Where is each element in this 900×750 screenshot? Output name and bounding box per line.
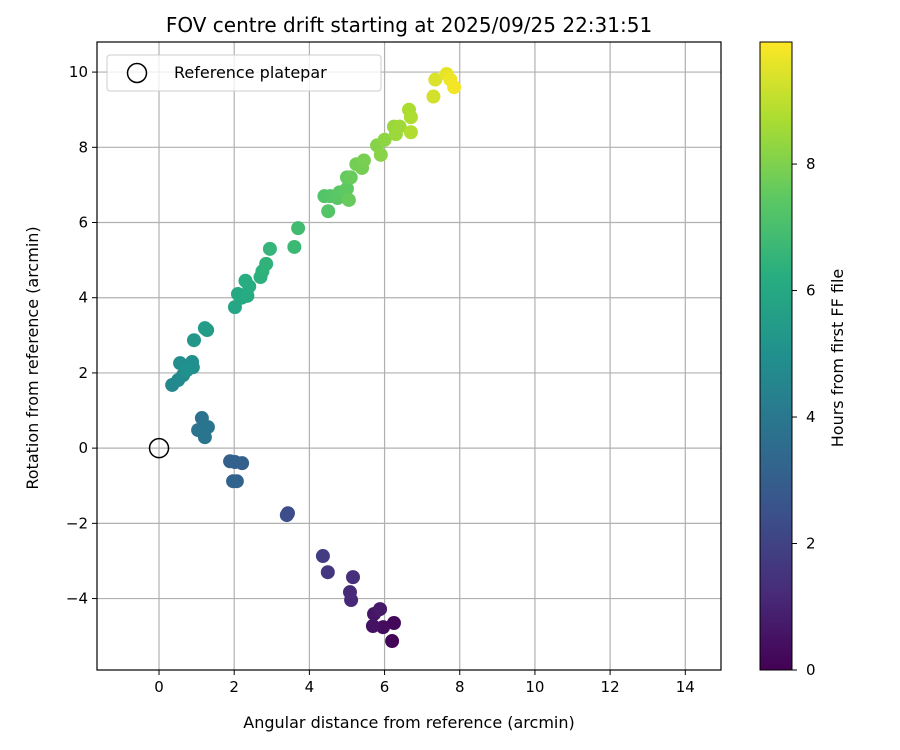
data-point xyxy=(345,570,360,585)
y-tick-label: −4 xyxy=(66,590,88,608)
y-tick-label: 10 xyxy=(69,63,88,81)
colorbar-tick-label: 0 xyxy=(806,661,816,679)
data-point xyxy=(320,565,335,580)
x-tick-label: 4 xyxy=(305,678,315,696)
data-point xyxy=(376,620,391,635)
data-point xyxy=(343,170,358,185)
data-point xyxy=(386,615,401,630)
data-point xyxy=(291,221,306,236)
x-tick-label: 2 xyxy=(229,678,239,696)
data-point xyxy=(373,147,388,162)
data-point xyxy=(341,192,356,207)
data-points xyxy=(165,66,462,649)
data-point xyxy=(365,619,380,634)
y-axis-label: Rotation from reference (arcmin) xyxy=(23,226,42,489)
data-point xyxy=(447,80,462,95)
colorbar-tick-label: 4 xyxy=(806,408,816,426)
x-tick-label: 12 xyxy=(601,678,620,696)
x-axis-label: Angular distance from reference (arcmin) xyxy=(243,713,574,732)
colorbar-label: Hours from first FF file xyxy=(828,269,847,448)
data-point xyxy=(179,363,194,378)
data-point xyxy=(262,241,277,256)
x-tick-label: 8 xyxy=(455,678,465,696)
data-point xyxy=(339,181,354,196)
data-point xyxy=(321,204,336,219)
data-point xyxy=(226,474,241,489)
axes: 0 2 4 6 8 10 12 14 −4 −2 0 2 4 6 8 10 xyxy=(66,63,695,696)
data-point xyxy=(315,549,330,564)
data-point xyxy=(385,634,400,649)
data-point xyxy=(377,132,392,147)
y-tick-label: 0 xyxy=(78,439,88,457)
y-tick-label: −2 xyxy=(66,514,88,532)
colorbar-ticks: 0 2 4 6 8 xyxy=(792,155,816,679)
x-tick-label: 10 xyxy=(525,678,544,696)
data-point xyxy=(235,456,250,471)
colorbar xyxy=(759,41,793,671)
reference-point xyxy=(148,437,170,459)
colorbar-tick-label: 6 xyxy=(806,282,816,300)
y-tick-label: 6 xyxy=(78,214,88,232)
y-tick-label: 8 xyxy=(78,138,88,156)
data-point xyxy=(197,321,212,336)
data-point xyxy=(186,333,201,348)
data-point xyxy=(279,508,294,523)
x-tick-label: 6 xyxy=(380,678,390,696)
data-point xyxy=(403,125,418,140)
data-point xyxy=(426,89,441,104)
y-tick-label: 4 xyxy=(78,289,88,307)
data-point xyxy=(287,239,302,254)
data-point xyxy=(428,72,443,87)
data-point xyxy=(200,420,215,435)
data-point xyxy=(259,256,274,271)
chart-title: FOV centre drift starting at 2025/09/25 … xyxy=(166,13,652,37)
plot-frame xyxy=(96,41,722,671)
colorbar-tick-label: 8 xyxy=(806,155,816,173)
data-point xyxy=(356,153,371,168)
data-point xyxy=(403,110,418,125)
colorbar-tick-label: 2 xyxy=(806,535,816,553)
data-point xyxy=(342,585,357,600)
data-point xyxy=(392,119,407,134)
y-tick-label: 2 xyxy=(78,364,88,382)
legend-marker xyxy=(126,62,148,84)
x-tick-label: 14 xyxy=(676,678,695,696)
grid xyxy=(97,42,721,670)
legend-label: Reference platepar xyxy=(174,63,327,82)
data-point xyxy=(373,602,388,617)
data-point xyxy=(238,273,253,288)
legend-box xyxy=(106,54,382,92)
data-point xyxy=(223,454,238,469)
x-tick-label: 0 xyxy=(154,678,164,696)
legend: Reference platepar xyxy=(106,54,382,92)
